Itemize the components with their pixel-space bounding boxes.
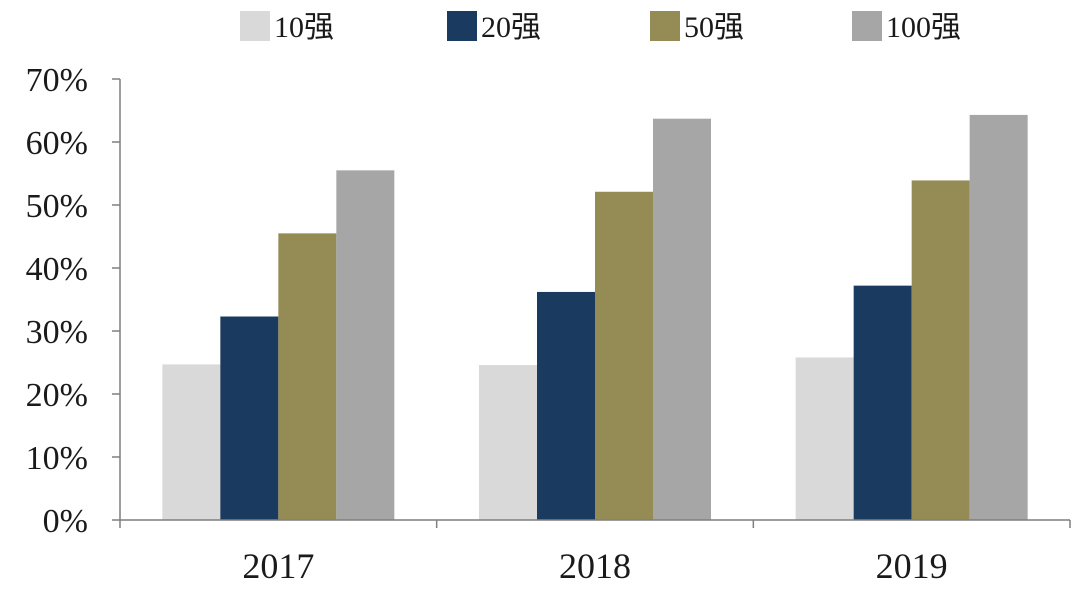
bar-20强-2017 <box>220 316 279 520</box>
x-category-label: 2019 <box>876 546 948 586</box>
bar-10强-2018 <box>479 365 537 520</box>
y-axis: 0% 10% 20% 30% 40% 50% 60% 70% <box>26 62 121 540</box>
legend-label: 10强 <box>274 11 334 44</box>
legend-swatch <box>240 11 270 41</box>
x-category-label: 2018 <box>559 546 631 586</box>
y-tick-label: 70% <box>26 62 88 99</box>
legend: 10强 20强 50强 100强 <box>240 11 961 44</box>
bar-50强-2018 <box>595 191 653 520</box>
legend-item: 50强 <box>650 11 744 44</box>
legend-item: 20强 <box>447 11 541 44</box>
y-tick-label: 30% <box>26 314 88 351</box>
y-tick-label: 0% <box>43 503 88 540</box>
x-axis: 2017 2018 2019 <box>119 519 1071 586</box>
legend-swatch <box>650 11 680 41</box>
bar-100强-2017 <box>336 170 395 520</box>
legend-item: 100强 <box>852 11 961 44</box>
legend-item: 10强 <box>240 11 334 44</box>
bar-20强-2019 <box>853 285 912 520</box>
bar-100强-2018 <box>653 118 711 520</box>
bar-10强-2019 <box>795 357 854 520</box>
bar-10强-2017 <box>162 364 221 520</box>
x-category-label: 2017 <box>242 546 314 586</box>
bars <box>162 114 1028 520</box>
y-tick-label: 60% <box>26 125 88 162</box>
bar-100强-2019 <box>969 114 1028 520</box>
y-tick-label: 50% <box>26 188 88 225</box>
legend-swatch <box>852 11 882 41</box>
y-tick-label: 40% <box>26 251 88 288</box>
bar-50强-2019 <box>911 180 970 520</box>
legend-label: 50强 <box>684 11 744 44</box>
y-tick-label: 10% <box>26 440 88 477</box>
legend-label: 100强 <box>886 11 961 44</box>
legend-swatch <box>447 11 477 41</box>
bar-20强-2018 <box>537 291 595 520</box>
bar-50强-2017 <box>278 233 337 520</box>
legend-label: 20强 <box>481 11 541 44</box>
y-tick-label: 20% <box>26 377 88 414</box>
